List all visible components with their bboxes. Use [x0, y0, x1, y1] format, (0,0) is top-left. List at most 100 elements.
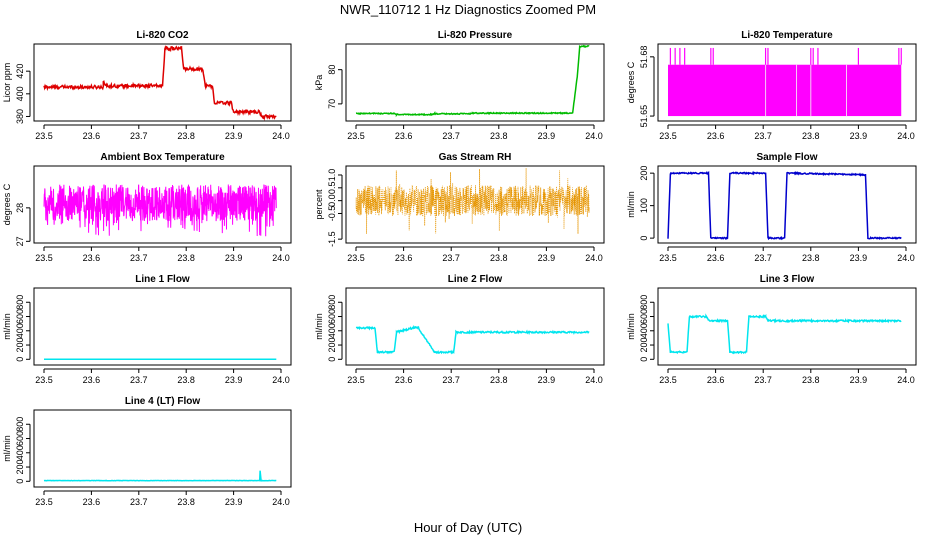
chart-title: Line 3 Flow: [760, 274, 815, 285]
panel-grid: Li-820 CO2 Licor ppm 23.5 23.6 23.7 23.8 23.9 2…: [2, 30, 917, 507]
x-tick-label: 23.6: [707, 131, 725, 141]
chart-panel: Gas Stream RH percent 23.5 23.6 23.7 23.8 23.9…: [314, 152, 605, 263]
x-tick-label: 23.9: [225, 375, 243, 385]
x-tick-label: 23.7: [754, 131, 772, 141]
y-tick-label: 0.5: [327, 182, 337, 195]
figure-x-axis-label: Hour of Day (UTC): [414, 520, 522, 535]
chart-panel: Li-820 Temperature degrees C 23.5 23.6 23.7 2…: [626, 30, 917, 141]
x-tick-label: 23.6: [83, 497, 101, 507]
y-tick-label: 0.0: [327, 194, 337, 207]
chart-panel: Sample Flow ml/min 23.5 23.6 23.7 23.8 23.9 24.…: [626, 152, 917, 263]
series-group: [355, 44, 590, 118]
chart-title: Line 2 Flow: [448, 274, 503, 285]
x-tick-label: 23.8: [802, 253, 820, 263]
y-tick-label: 400: [15, 323, 25, 338]
x-tick-label: 23.9: [538, 131, 556, 141]
x-tick-label: 23.6: [395, 375, 413, 385]
y-axis-label: degrees C: [626, 61, 636, 103]
y-tick-label: 400: [639, 323, 649, 338]
series-line: [43, 184, 277, 237]
y-tick-label: 0: [327, 357, 337, 362]
series-band: [668, 64, 902, 117]
x-tick-label: 23.5: [659, 253, 677, 263]
x-tick-label: 23.9: [538, 375, 556, 385]
y-tick-label: 200: [639, 166, 649, 181]
series-line: [43, 470, 277, 482]
y-axis-label: Licor ppm: [2, 63, 12, 103]
x-tick-label: 23.8: [177, 131, 195, 141]
series-group: [667, 170, 902, 241]
series-points: [355, 167, 590, 234]
x-tick-label: 24.0: [272, 131, 290, 141]
y-axis-label: ml/min: [314, 313, 324, 340]
y-axis-label: kPa: [314, 75, 324, 91]
y-axis-label: ml/min: [626, 191, 636, 218]
x-tick-label: 23.9: [225, 131, 243, 141]
y-tick-label: -0.5: [327, 206, 337, 222]
plot-frame: [345, 43, 605, 122]
chart-panel: Line 2 Flow ml/min 23.5 23.6 23.7 23.8 23.9 24.…: [314, 274, 605, 385]
x-tick-label: 23.9: [225, 253, 243, 263]
y-axis-label: degrees C: [2, 183, 12, 225]
x-tick-label: 23.8: [490, 131, 508, 141]
y-tick-label: 800: [327, 295, 337, 310]
x-tick-label: 24.0: [585, 253, 603, 263]
plot-frame: [657, 43, 917, 122]
x-tick-label: 23.5: [35, 497, 53, 507]
x-tick-label: 23.8: [177, 253, 195, 263]
x-tick-label: 23.7: [130, 375, 148, 385]
x-tick-label: 23.7: [130, 131, 148, 141]
x-tick-label: 23.7: [754, 253, 772, 263]
series-group: [43, 470, 277, 482]
y-axis-label: percent: [314, 189, 324, 220]
x-tick-label: 24.0: [897, 253, 915, 263]
plot-frame: [345, 287, 605, 366]
y-tick-label: 600: [639, 309, 649, 324]
plot-frame: [657, 287, 917, 366]
chart-panel: Line 4 (LT) Flow ml/min 23.5 23.6 23.7 23.8 23…: [2, 396, 292, 507]
x-tick-label: 23.6: [83, 375, 101, 385]
plot-frame: [33, 409, 292, 488]
chart-title: Ambient Box Temperature: [100, 152, 225, 163]
x-tick-label: 23.8: [490, 253, 508, 263]
x-tick-label: 24.0: [585, 131, 603, 141]
y-tick-label: 600: [327, 309, 337, 324]
plot-frame: [33, 287, 292, 366]
y-tick-label: 1.0: [327, 169, 337, 182]
y-axis-label: ml/min: [626, 313, 636, 340]
y-axis-label: ml/min: [2, 435, 12, 462]
x-tick-label: 23.8: [490, 375, 508, 385]
x-tick-label: 24.0: [272, 253, 290, 263]
y-tick-label: 420: [15, 64, 25, 79]
x-tick-label: 23.9: [850, 375, 868, 385]
x-tick-label: 23.5: [347, 253, 365, 263]
x-tick-label: 23.8: [177, 375, 195, 385]
y-tick-label: 0: [15, 479, 25, 484]
x-tick-label: 23.6: [707, 253, 725, 263]
x-tick-label: 23.5: [347, 375, 365, 385]
x-tick-label: 23.9: [225, 497, 243, 507]
y-tick-label: 70: [327, 99, 337, 109]
y-tick-label: -1.5: [327, 231, 337, 247]
chart-panel: Li-820 Pressure kPa 23.5 23.6 23.7 23.8 23.9 24…: [314, 30, 605, 141]
chart-title: Sample Flow: [756, 152, 817, 163]
chart-title: Li-820 CO2: [136, 30, 189, 41]
x-tick-label: 23.6: [707, 375, 725, 385]
x-tick-label: 24.0: [272, 497, 290, 507]
y-tick-label: 800: [15, 295, 25, 310]
y-tick-label: 200: [327, 338, 337, 353]
x-tick-label: 24.0: [585, 375, 603, 385]
series-group: [668, 47, 902, 117]
y-tick-label: 200: [15, 460, 25, 475]
y-tick-label: 80: [327, 65, 337, 75]
chart-title: Li-820 Temperature: [741, 30, 833, 41]
chart-title: Gas Stream RH: [439, 152, 512, 163]
plot-frame: [33, 43, 292, 122]
plot-frame: [657, 165, 917, 244]
chart-panel: Ambient Box Temperature degrees C 23.5 23.6…: [2, 152, 292, 263]
x-tick-label: 23.6: [395, 131, 413, 141]
y-tick-label: 800: [639, 295, 649, 310]
x-tick-label: 23.9: [850, 131, 868, 141]
x-tick-label: 23.7: [442, 131, 460, 141]
x-tick-label: 23.5: [659, 131, 677, 141]
